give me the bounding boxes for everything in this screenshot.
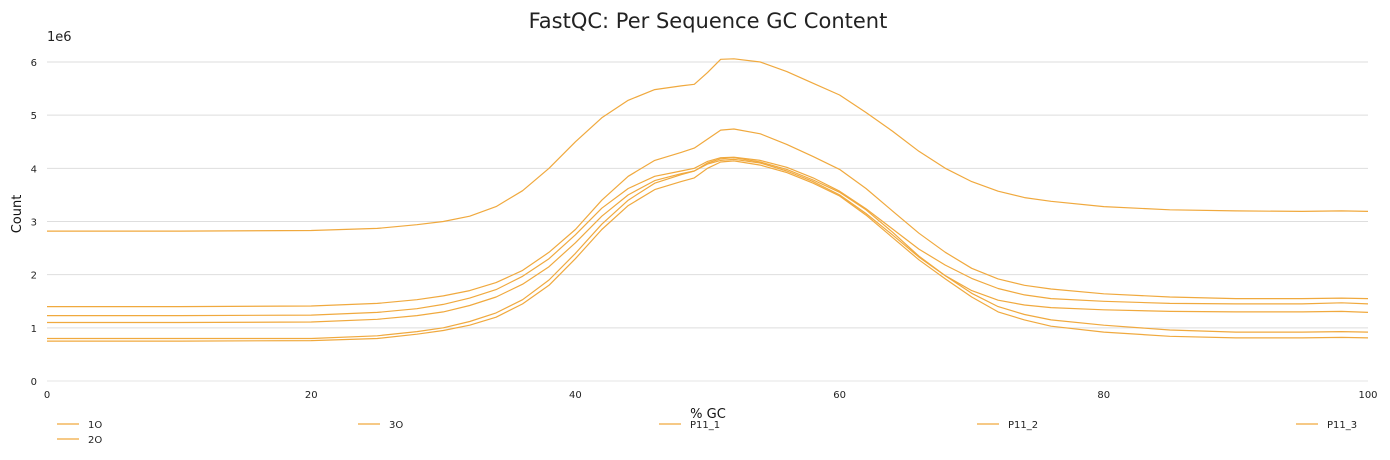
- series-lines: [47, 58, 1369, 342]
- legend-item-P11_2: P11_2: [977, 420, 1038, 431]
- legend-item-1O: 1O: [57, 420, 102, 431]
- y-tick-2: 2: [31, 271, 37, 282]
- legend-label: 1O: [88, 420, 102, 431]
- series-line-P11_3: [47, 156, 1369, 317]
- x-tick-40: 40: [569, 390, 582, 401]
- x-tick-labels: 0 20 40 60 80 100: [44, 390, 1378, 401]
- y-tick-3: 3: [31, 218, 37, 229]
- x-axis-label: % GC: [690, 407, 726, 422]
- legend-label: 3O: [389, 420, 403, 431]
- series-line-3O: [47, 58, 1369, 232]
- x-tick-60: 60: [833, 390, 846, 401]
- legend-item-2O: 2O: [57, 435, 102, 446]
- legend-label: P11_3: [1327, 420, 1357, 431]
- legend-item-P11_1: P11_1: [659, 420, 720, 431]
- x-tick-100: 100: [1358, 390, 1377, 401]
- legend-label: 2O: [88, 435, 102, 446]
- y-tick-0: 0: [31, 377, 37, 388]
- y-tick-5: 5: [31, 111, 37, 122]
- y-tick-4: 4: [31, 164, 37, 175]
- legend-item-3O: 3O: [358, 420, 403, 431]
- x-tick-20: 20: [305, 390, 318, 401]
- y-tick-1: 1: [31, 324, 37, 335]
- legend-item-P11_3: P11_3: [1296, 420, 1357, 431]
- series-line-2O: [47, 158, 1369, 324]
- y-scale-label: 1e6: [47, 30, 72, 45]
- legend-label: P11_1: [690, 420, 720, 431]
- series-line-P11_2: [47, 160, 1369, 342]
- y-tick-labels: 0 1 2 3 4 5 6: [31, 58, 37, 388]
- y-axis-label: Count: [10, 195, 25, 234]
- grid-lines: [47, 61, 1368, 329]
- x-tick-80: 80: [1097, 390, 1110, 401]
- legend: 1O 2O 3O P11_1 P11_2 P11_3: [57, 420, 1357, 446]
- series-line-P11_1: [47, 128, 1369, 308]
- chart-title: FastQC: Per Sequence GC Content: [529, 9, 888, 33]
- y-tick-6: 6: [31, 58, 37, 69]
- x-tick-0: 0: [44, 390, 50, 401]
- legend-label: P11_2: [1008, 420, 1038, 431]
